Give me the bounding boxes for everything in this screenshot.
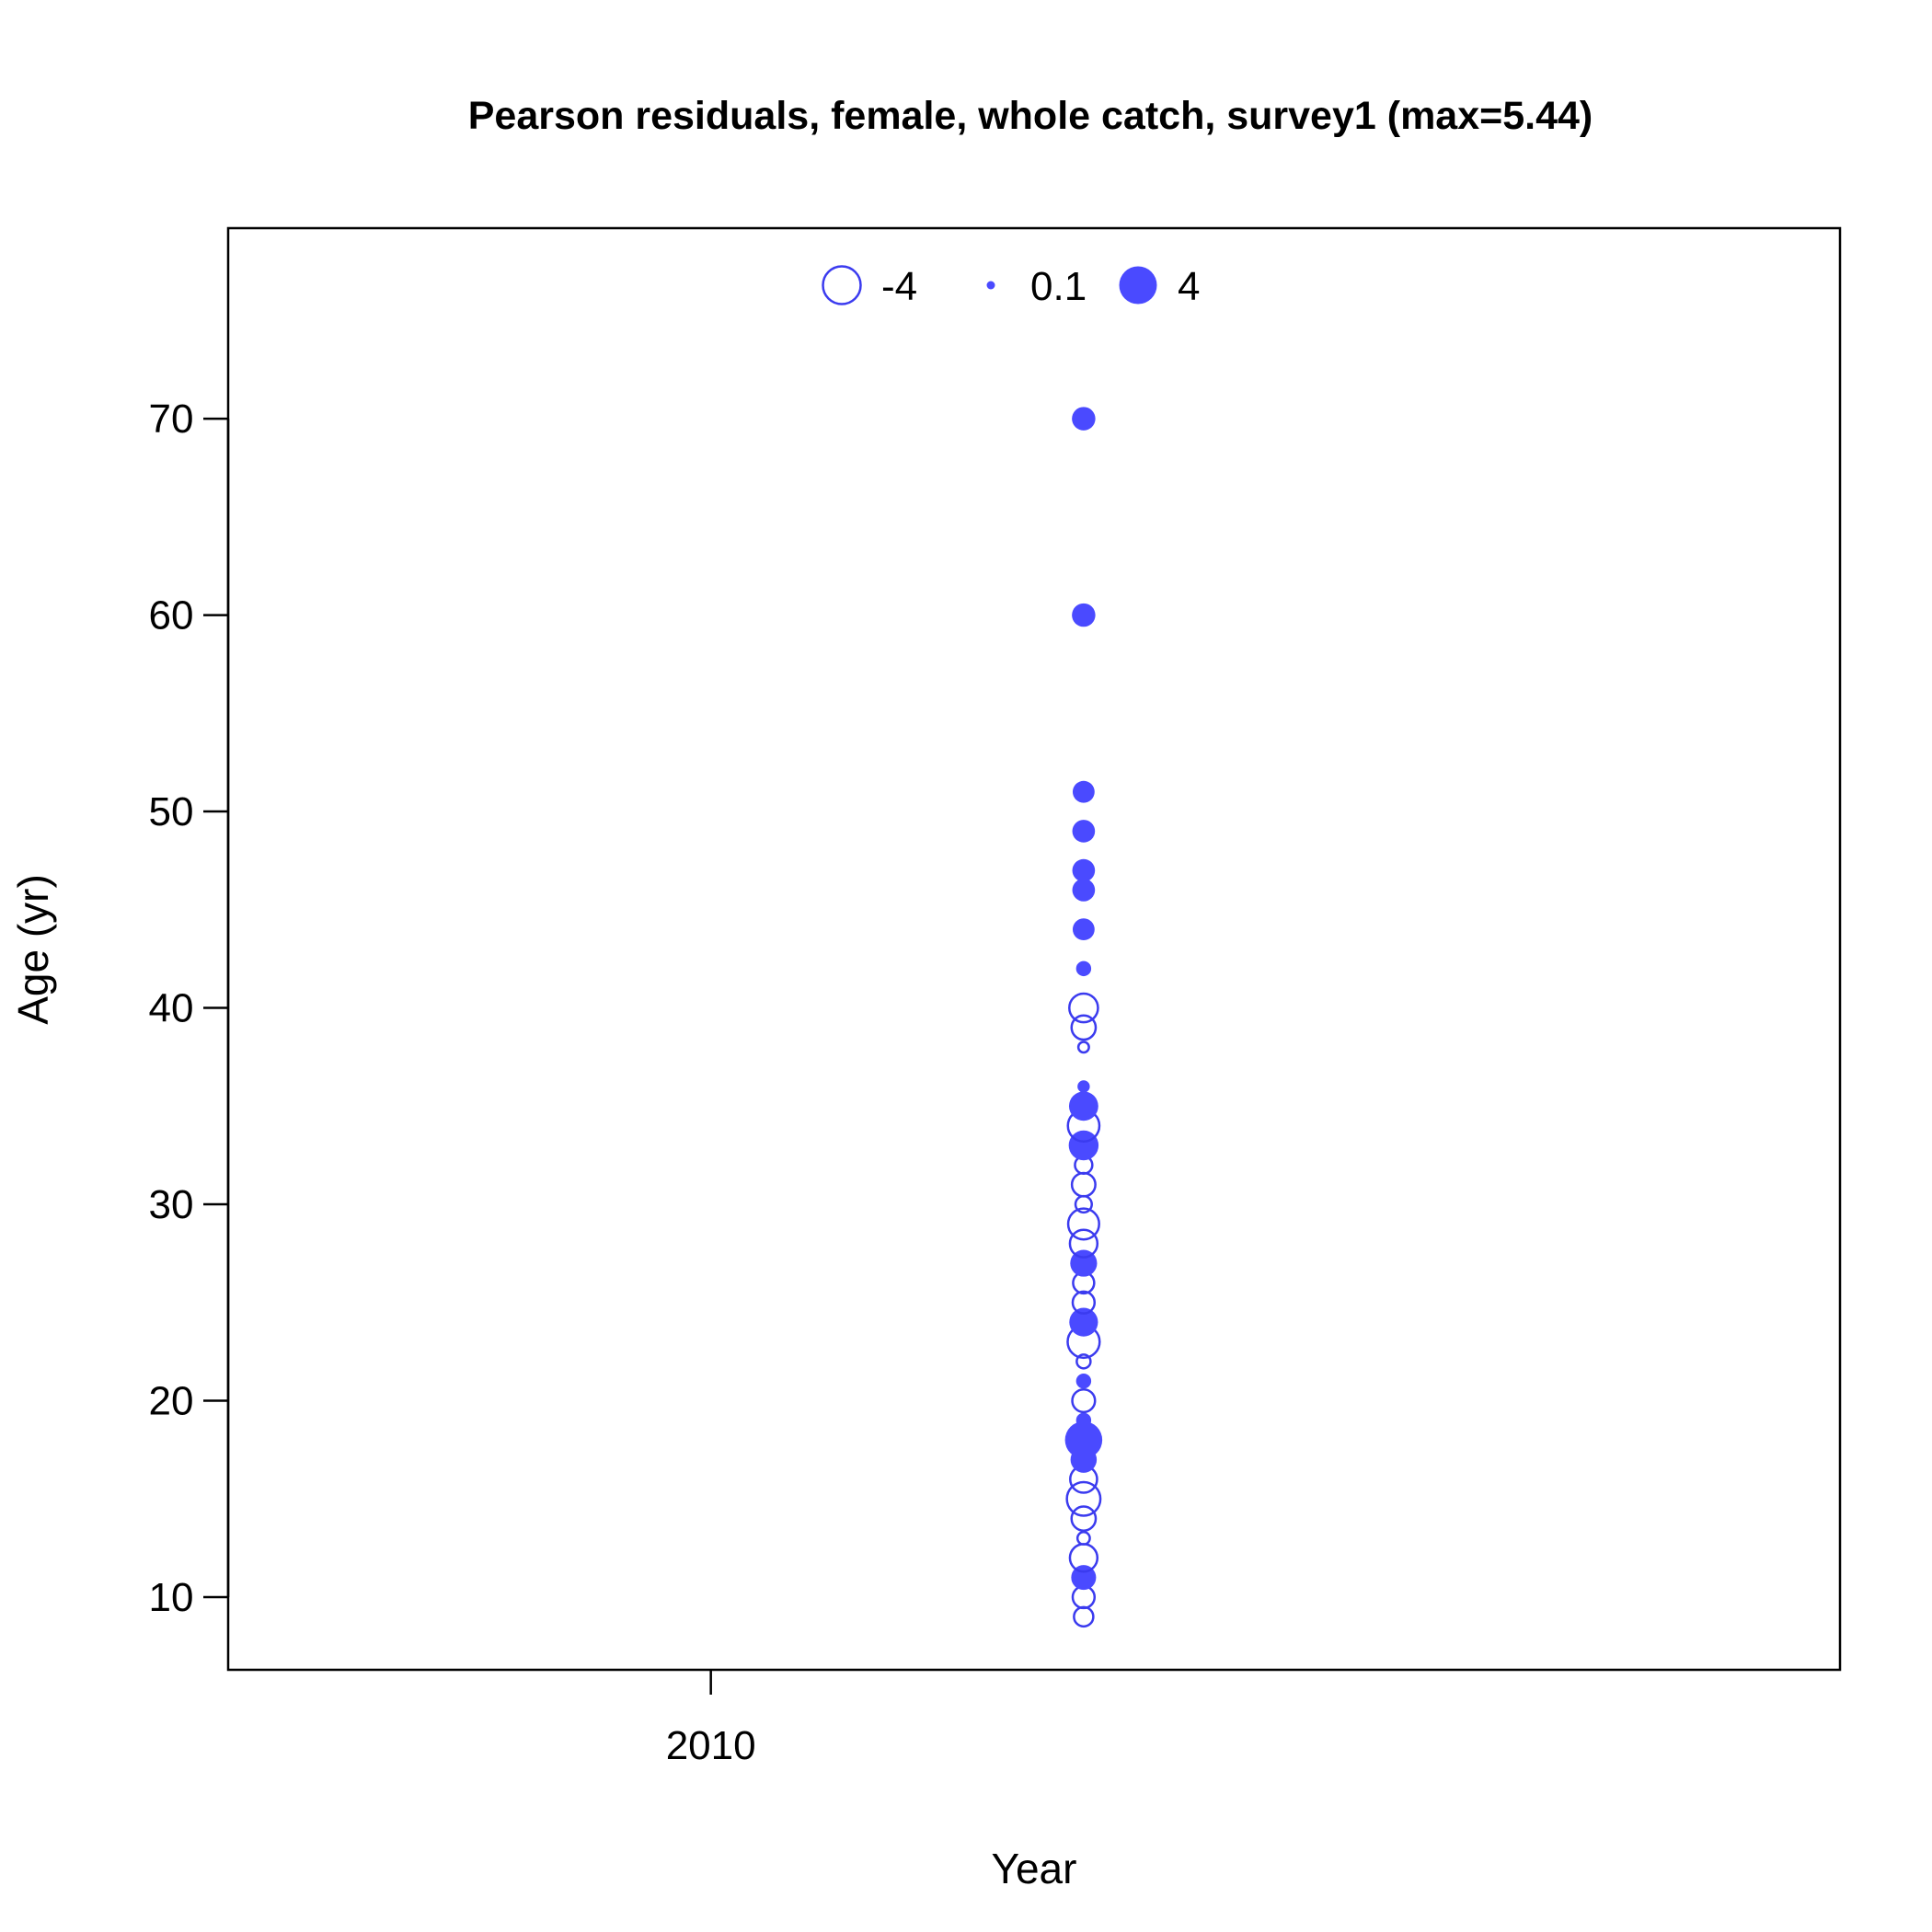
- residual-bubble: [1072, 780, 1095, 803]
- residual-bubble: [1068, 1130, 1099, 1161]
- residual-bubble: [1072, 603, 1096, 627]
- y-tick-label: 20: [149, 1379, 194, 1424]
- y-tick-label: 10: [149, 1575, 194, 1620]
- y-tick-label: 40: [149, 986, 194, 1031]
- residual-bubble: [1068, 1228, 1099, 1259]
- residual-bubble: [1075, 1353, 1092, 1370]
- residual-bubble: [1072, 879, 1096, 902]
- residual-bubble: [1073, 1605, 1095, 1628]
- data-points: [1064, 407, 1103, 1628]
- residual-bubble: [1072, 820, 1096, 843]
- legend-bubble: [822, 265, 862, 305]
- residual-bubble: [1075, 960, 1092, 977]
- legend: -4 0.1 4: [822, 264, 1200, 309]
- y-tick-label: 50: [149, 789, 194, 834]
- x-tick-label: 2010: [666, 1723, 756, 1768]
- residual-bubble: [1065, 1480, 1102, 1517]
- residual-bubble: [1068, 992, 1099, 1024]
- residual-bubble: [1064, 1420, 1103, 1459]
- y-tick-label: 30: [149, 1182, 194, 1227]
- residual-bubble: [1066, 1207, 1100, 1241]
- x-axis-label: Year: [992, 1845, 1077, 1892]
- legend-label: -4: [881, 264, 917, 309]
- y-axis: 10 20 30 40 50 60 70: [149, 397, 230, 1620]
- residual-bubble: [1076, 1041, 1090, 1054]
- residual-bubble: [1075, 1373, 1092, 1389]
- residual-bubble: [1077, 1080, 1090, 1093]
- residual-bubble: [1072, 407, 1096, 431]
- legend-label: 4: [1178, 264, 1200, 309]
- legend-bubble: [986, 281, 995, 290]
- residual-bubble: [1072, 858, 1096, 882]
- residual-bubble: [1069, 1307, 1098, 1337]
- residual-bubble: [1075, 1531, 1091, 1546]
- residual-bubble: [1070, 1505, 1098, 1532]
- residual-bubble: [1068, 1091, 1098, 1121]
- chart-title: Pearson residuals, female, whole catch, …: [468, 94, 1593, 138]
- legend-label: 0.1: [1030, 264, 1087, 309]
- residual-bubble: [1070, 1014, 1098, 1041]
- residual-bubble: [1072, 918, 1095, 941]
- residual-bubble: [1071, 1290, 1097, 1315]
- y-tick-label: 70: [149, 397, 194, 442]
- x-axis: 2010: [666, 1670, 756, 1768]
- y-axis-label: Age (yr): [9, 874, 57, 1025]
- residual-bubble: [1071, 1387, 1097, 1414]
- y-tick-label: 60: [149, 593, 194, 638]
- plot-frame: [226, 226, 1842, 1672]
- legend-bubble: [1119, 266, 1157, 305]
- residual-bubble: [1070, 1171, 1097, 1198]
- residual-bubble: [1074, 1194, 1093, 1214]
- residual-bubble: [1075, 1412, 1092, 1429]
